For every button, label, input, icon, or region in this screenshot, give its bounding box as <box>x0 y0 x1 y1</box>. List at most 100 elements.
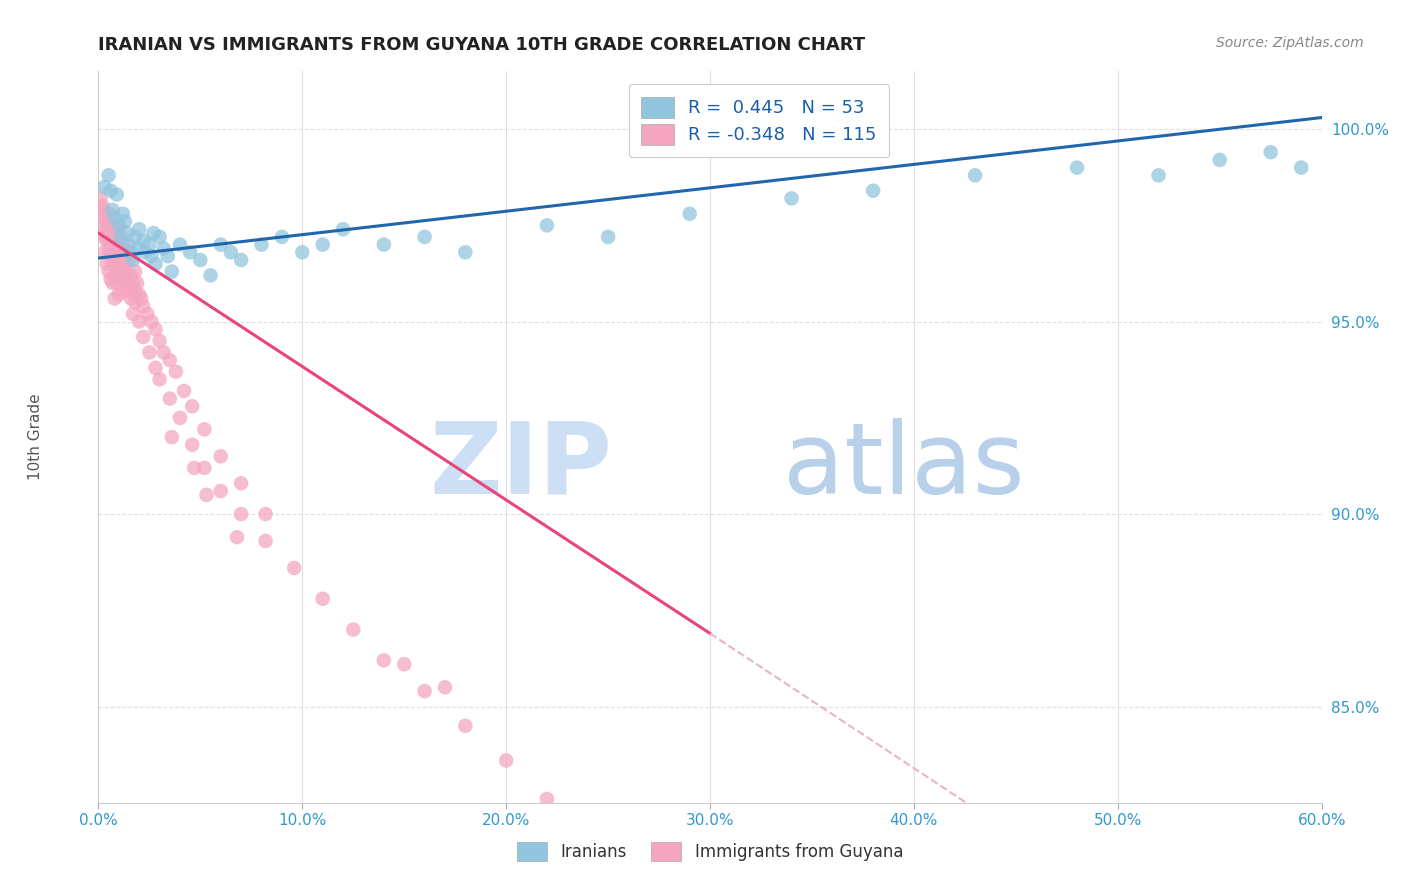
Point <box>250 237 273 252</box>
Point <box>132 299 155 313</box>
Point <box>108 219 131 233</box>
Point <box>454 719 477 733</box>
Point <box>111 249 134 263</box>
Y-axis label: 10th Grade: 10th Grade <box>28 393 42 481</box>
Text: ZIP: ZIP <box>429 417 612 515</box>
Point <box>104 211 127 225</box>
Text: Source: ZipAtlas.com: Source: ZipAtlas.com <box>1216 36 1364 50</box>
Point <box>862 184 884 198</box>
Point <box>127 242 149 256</box>
Point <box>97 234 120 248</box>
Point <box>108 264 131 278</box>
Point <box>115 268 138 283</box>
Point <box>101 257 124 271</box>
Point <box>209 450 232 464</box>
Point <box>138 345 160 359</box>
Point <box>122 252 145 267</box>
Point <box>160 430 183 444</box>
Point <box>114 257 136 271</box>
Point <box>127 276 149 290</box>
Point <box>193 422 215 436</box>
Point <box>93 179 115 194</box>
Point <box>132 330 155 344</box>
Point <box>254 534 277 549</box>
Legend: Iranians, Immigrants from Guyana: Iranians, Immigrants from Guyana <box>510 835 910 868</box>
Point <box>219 245 242 260</box>
Point <box>111 207 134 221</box>
Point <box>145 360 167 375</box>
Point <box>124 284 146 298</box>
Point <box>104 292 127 306</box>
Point <box>132 234 155 248</box>
Point <box>188 252 212 267</box>
Point <box>105 237 128 252</box>
Point <box>142 226 165 240</box>
Point <box>598 230 620 244</box>
Point <box>209 237 232 252</box>
Point <box>93 230 115 244</box>
Point <box>110 245 132 260</box>
Point <box>104 226 127 240</box>
Point <box>100 184 122 198</box>
Point <box>128 287 150 301</box>
Point <box>89 191 111 205</box>
Point <box>149 372 172 386</box>
Point <box>165 365 187 379</box>
Point <box>108 219 131 233</box>
Point <box>129 292 152 306</box>
Point <box>373 653 395 667</box>
Point <box>679 207 702 221</box>
Point <box>312 237 335 252</box>
Point <box>780 191 803 205</box>
Point <box>283 561 305 575</box>
Point <box>128 315 150 329</box>
Point <box>122 276 145 290</box>
Point <box>231 507 253 521</box>
Point <box>145 257 167 271</box>
Point <box>101 222 124 236</box>
Point <box>128 222 150 236</box>
Point <box>627 869 650 883</box>
Point <box>105 187 128 202</box>
Point <box>101 202 124 217</box>
Point <box>108 287 131 301</box>
Point <box>152 345 174 359</box>
Point <box>254 507 277 521</box>
Point <box>332 222 354 236</box>
Point <box>231 252 253 267</box>
Point <box>104 268 127 283</box>
Point <box>115 245 138 260</box>
Point <box>195 488 218 502</box>
Point <box>413 684 436 698</box>
Point <box>110 234 132 248</box>
Point <box>200 268 222 283</box>
Point <box>291 245 314 260</box>
Point <box>181 438 204 452</box>
Point <box>114 276 136 290</box>
Point <box>111 237 134 252</box>
Text: IRANIAN VS IMMIGRANTS FROM GUYANA 10TH GRADE CORRELATION CHART: IRANIAN VS IMMIGRANTS FROM GUYANA 10TH G… <box>98 36 866 54</box>
Point <box>108 245 131 260</box>
Point <box>120 245 142 260</box>
Point <box>97 226 120 240</box>
Point <box>495 754 517 768</box>
Text: atlas: atlas <box>783 417 1025 515</box>
Point <box>159 392 181 406</box>
Point <box>193 461 215 475</box>
Point <box>536 792 558 806</box>
Point <box>100 230 122 244</box>
Point <box>115 276 138 290</box>
Point <box>124 264 146 278</box>
Point <box>136 307 159 321</box>
Point <box>124 230 146 244</box>
Point <box>115 226 138 240</box>
Point <box>1291 161 1313 175</box>
Point <box>134 245 156 260</box>
Point <box>96 234 118 248</box>
Point <box>138 237 160 252</box>
Point <box>270 230 294 244</box>
Point <box>118 237 141 252</box>
Point <box>111 284 134 298</box>
Point <box>1147 169 1170 183</box>
Point <box>159 353 181 368</box>
